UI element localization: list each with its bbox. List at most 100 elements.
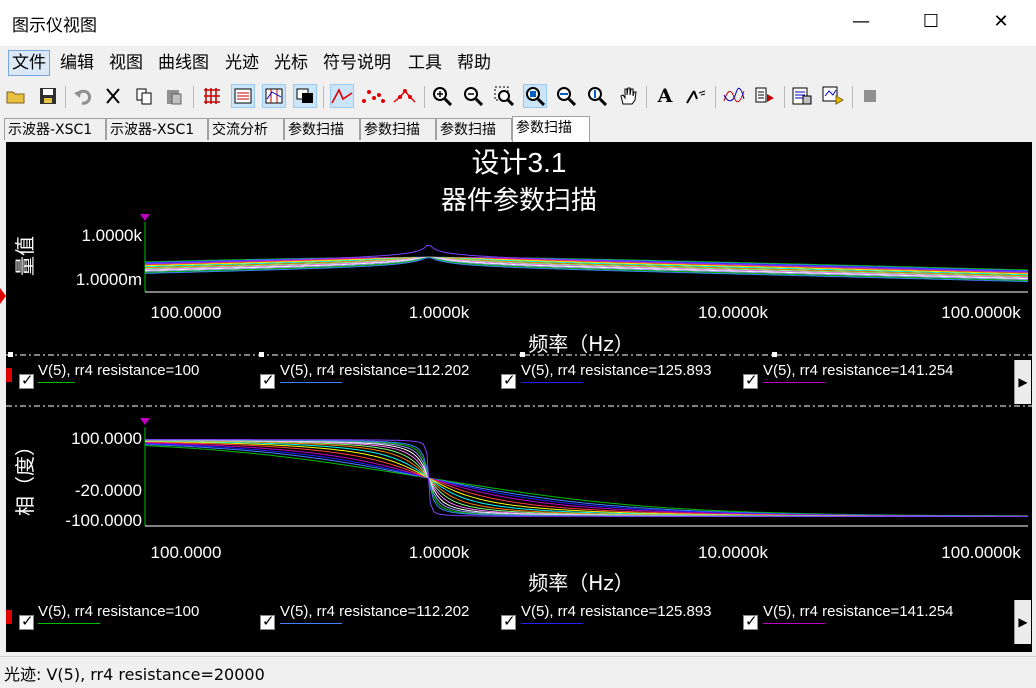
magnitude-trace (144, 256, 1029, 277)
phase-ylabel: 相（度） (13, 436, 37, 516)
minimize-button[interactable]: — (852, 11, 870, 32)
menu-cursor[interactable]: 光标 (274, 53, 308, 73)
legend2-checkbox-100[interactable] (19, 612, 34, 630)
plot-title: 设计3.1 (472, 147, 567, 178)
legend-label-100: V(5), rr4 resistance=100 (38, 362, 200, 379)
stop-icon[interactable] (858, 84, 882, 108)
tab-strip: 示波器-XSC1 示波器-XSC1 交流分析 参数扫描 参数扫描 参数扫描 参数… (0, 116, 1036, 142)
legend-checkbox-112[interactable] (260, 371, 275, 389)
legend2-label-141: V(5), rr4 resistance=141.254 (763, 603, 954, 620)
menu-graph[interactable]: 曲线图 (158, 53, 209, 73)
legend2-checkbox-141[interactable] (743, 612, 758, 630)
toolbar: A (0, 80, 1036, 114)
selected-trace-marker (6, 368, 12, 382)
legend2-label-125: V(5), rr4 resistance=125.893 (521, 603, 712, 620)
magnitude-trace (144, 256, 1029, 278)
magnitude-ylabel: 量值 (13, 236, 37, 276)
magnitude-ytick-1m: 1.0000m (76, 270, 142, 289)
legend2-label-100: V(5), rr4 resistance=100 (38, 603, 200, 620)
label-tool-icon[interactable] (684, 84, 708, 108)
maximize-button[interactable]: ☐ (922, 11, 940, 32)
grid-icon[interactable] (200, 84, 224, 108)
zoom-y-icon[interactable] (585, 84, 609, 108)
point-mode-icon[interactable] (361, 84, 385, 108)
menu-file[interactable]: 文件 (8, 50, 50, 76)
tab-scope-xsc1-1[interactable]: 示波器-XSC1 (4, 118, 106, 140)
copy-icon[interactable] (132, 84, 156, 108)
phase-trace (144, 443, 1028, 517)
menu-edit[interactable]: 编辑 (60, 53, 94, 73)
menu-trace[interactable]: 光迹 (225, 53, 259, 73)
magnitude-xtick-1k: 1.0000k (409, 303, 470, 322)
tab-param-sweep-3[interactable]: 参数扫描 (436, 118, 512, 140)
legend2-swatch-100 (38, 623, 100, 624)
window-title: 图示仪视图 (12, 16, 97, 36)
menu-view[interactable]: 视图 (109, 53, 143, 73)
export-icon[interactable] (753, 84, 777, 108)
zoom-full-icon[interactable] (523, 84, 547, 108)
status-bar: 光迹: V(5), rr4 resistance=20000 (0, 656, 1036, 688)
zoom-out-icon[interactable] (461, 84, 485, 108)
magnitude-xlabel: 频率（Hz） (528, 332, 634, 356)
phase-xtick-100: 100.0000 (151, 543, 222, 562)
overlay-traces-icon[interactable] (821, 84, 845, 108)
magnitude-trace (144, 256, 1029, 276)
undo-icon[interactable] (72, 84, 96, 108)
title-bar: 图示仪视图 — ☐ ✕ (0, 0, 1036, 46)
zoom-area-icon[interactable] (492, 84, 516, 108)
legend-swatch-100 (38, 382, 75, 383)
pan-hand-icon[interactable] (616, 84, 640, 108)
legend-checkbox-100[interactable] (19, 371, 34, 389)
legend2-scroll-right-button[interactable]: ▶ (1014, 600, 1031, 644)
cut-icon[interactable] (101, 84, 125, 108)
open-folder-icon[interactable] (4, 84, 28, 108)
menu-help[interactable]: 帮助 (457, 53, 491, 73)
tab-param-sweep-1[interactable]: 参数扫描 (284, 118, 360, 140)
tab-scope-xsc1-2[interactable]: 示波器-XSC1 (106, 118, 208, 140)
legend-checkbox-141[interactable] (743, 371, 758, 389)
close-button[interactable]: ✕ (993, 11, 1009, 32)
phase-xtick-1k: 1.0000k (409, 543, 470, 562)
line-mode-icon[interactable] (330, 84, 354, 108)
selected-trace-marker-bottom (6, 610, 12, 624)
zoom-in-icon[interactable] (430, 84, 454, 108)
magnitude-trace (144, 257, 1029, 283)
line-point-mode-icon[interactable] (392, 84, 416, 108)
text-tool-icon[interactable]: A (657, 85, 673, 107)
legend2-checkbox-125[interactable] (501, 612, 516, 630)
menu-tools[interactable]: 工具 (408, 53, 442, 73)
phase-trace (145, 439, 1028, 517)
legend2-checkbox-112[interactable] (260, 612, 275, 630)
magnitude-trace (145, 256, 1028, 279)
legend-scroll-right-button[interactable]: ▶ (1014, 360, 1031, 404)
magnitude-trace (144, 256, 1029, 274)
print-preview-icon[interactable] (790, 84, 814, 108)
phase-ytick-minus100: -100.0000 (65, 511, 142, 530)
phase-graph: 相（度） 100.0000 -20.0000 -100.0000 100.000… (13, 418, 1029, 595)
cursor-toggle-icon[interactable] (262, 84, 286, 108)
save-icon[interactable] (36, 84, 60, 108)
plot-area: 设计3.1 器件参数扫描 量值 1.0000k 1.0000m 100.0000… (6, 142, 1032, 652)
zoom-x-icon[interactable] (554, 84, 578, 108)
plot-canvas[interactable]: 设计3.1 器件参数扫描 量值 1.0000k 1.0000m 100.0000… (6, 142, 1032, 652)
paste-icon[interactable] (162, 84, 186, 108)
legend-toggle-icon[interactable] (231, 84, 255, 108)
trace-props-icon[interactable] (722, 84, 746, 108)
tab-ac-analysis[interactable]: 交流分析 (208, 118, 284, 140)
tab-param-sweep-4[interactable]: 参数扫描 (512, 116, 590, 142)
magnitude-trace (144, 257, 1029, 282)
menu-legend[interactable]: 符号说明 (323, 53, 391, 73)
phase-ytick-minus20: -20.0000 (75, 481, 142, 500)
selection-pointer (0, 288, 6, 304)
legend2-swatch-141 (763, 623, 825, 624)
tab-param-sweep-2[interactable]: 参数扫描 (360, 118, 436, 140)
phase-xtick-10k: 10.0000k (698, 543, 768, 562)
plot-subtitle: 器件参数扫描 (441, 186, 597, 216)
legend2-swatch-125 (521, 623, 583, 624)
legend-checkbox-125[interactable] (501, 371, 516, 389)
magnitude-graph: 量值 1.0000k 1.0000m 100.0000 1.0000k 10.0… (13, 214, 1029, 356)
background-toggle-icon[interactable] (293, 84, 317, 108)
phase-xtick-100k: 100.0000k (941, 543, 1021, 562)
magnitude-traces (144, 244, 1029, 283)
magnitude-cursor-marker (140, 214, 150, 221)
